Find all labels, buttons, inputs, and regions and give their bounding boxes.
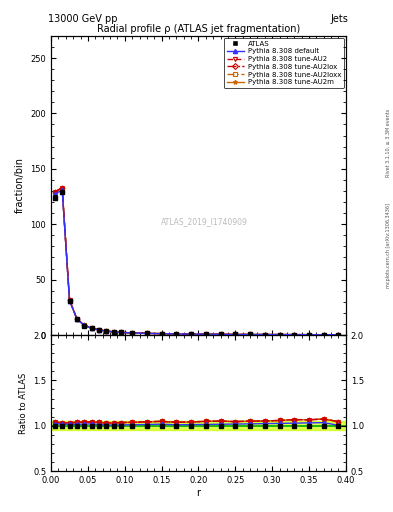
- Text: mcplots.cern.ch [arXiv:1306.3436]: mcplots.cern.ch [arXiv:1306.3436]: [386, 203, 391, 288]
- Text: 13000 GeV pp: 13000 GeV pp: [48, 14, 118, 24]
- Y-axis label: Ratio to ATLAS: Ratio to ATLAS: [18, 372, 28, 434]
- Text: Rivet 3.1.10, ≥ 3.3M events: Rivet 3.1.10, ≥ 3.3M events: [386, 109, 391, 178]
- Title: Radial profile ρ (ATLAS jet fragmentation): Radial profile ρ (ATLAS jet fragmentatio…: [97, 24, 300, 34]
- Text: Jets: Jets: [331, 14, 349, 24]
- Legend: ATLAS, Pythia 8.308 default, Pythia 8.308 tune-AU2, Pythia 8.308 tune-AU2lox, Py: ATLAS, Pythia 8.308 default, Pythia 8.30…: [224, 38, 344, 88]
- Y-axis label: fraction/bin: fraction/bin: [15, 158, 25, 214]
- Text: ATLAS_2019_I1740909: ATLAS_2019_I1740909: [161, 217, 248, 226]
- X-axis label: r: r: [196, 487, 200, 498]
